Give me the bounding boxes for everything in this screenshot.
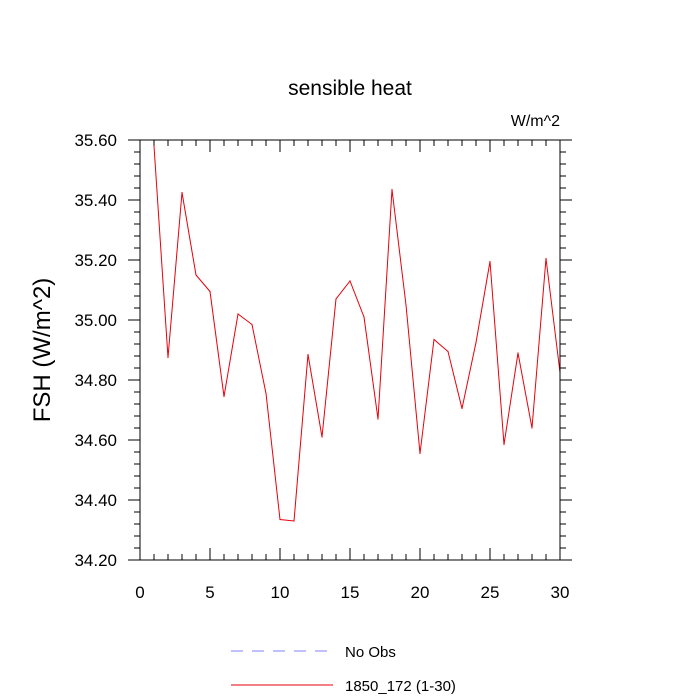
data-point [461,407,463,410]
data-point [405,304,407,306]
y-tick-label: 34.40 [74,491,117,510]
data-point [363,316,365,318]
y-tick-label: 35.60 [74,131,117,150]
axis-ticks [128,139,572,561]
x-tick-label: 15 [341,583,360,602]
legend-label-no-obs: No Obs [345,644,396,661]
legend-label-series-1850-172: 1850_172 (1-30) [345,678,456,695]
x-tick-label: 20 [411,583,430,602]
x-tick-label: 10 [271,583,290,602]
data-point [545,257,547,260]
data-point [433,338,435,341]
y-tick-label: 35.40 [74,191,117,210]
legend: No Obs 1850_172 (1-30) [231,644,456,695]
axis-tick-labels: 0 5 10 15 20 25 30 34.20 34.40 34.60 34.80 35.00 35.… [74,131,569,602]
data-point [209,290,211,293]
plot-frame [139,139,561,561]
y-tick-label: 34.60 [74,431,117,450]
data-point [251,323,253,326]
data-point [321,436,323,438]
data-point [153,145,155,147]
x-tick-label: 25 [481,583,500,602]
chart-title: sensible heat [288,77,412,100]
x-tick-label: 5 [205,583,214,602]
data-point [293,520,295,522]
x-tick-label: 30 [551,583,570,602]
y-tick-label: 34.20 [74,551,117,570]
series-layer [153,145,561,522]
data-point [195,274,197,276]
data-point [391,188,393,191]
data-point [447,350,449,353]
data-point [307,353,309,356]
data-point [475,341,477,344]
data-point [517,352,519,354]
data-point [349,280,351,282]
data-point [265,392,267,395]
data-point [237,313,239,315]
y-tick-label: 35.20 [74,251,117,270]
y-tick-label: 35.00 [74,311,117,330]
data-point [419,452,421,455]
data-point [531,427,533,429]
data-point [377,418,379,420]
data-point [181,191,183,194]
data-point [167,356,169,359]
y-tick-label: 34.80 [74,371,117,390]
series-line [153,145,561,522]
x-tick-label: 0 [135,583,144,602]
y-axis-label: FSH (W/m^2) [29,278,56,423]
data-point [503,443,505,446]
data-point [335,298,337,300]
units-label: W/m^2 [511,113,560,130]
data-point [489,260,491,263]
data-point [279,518,281,521]
data-point [223,395,225,398]
